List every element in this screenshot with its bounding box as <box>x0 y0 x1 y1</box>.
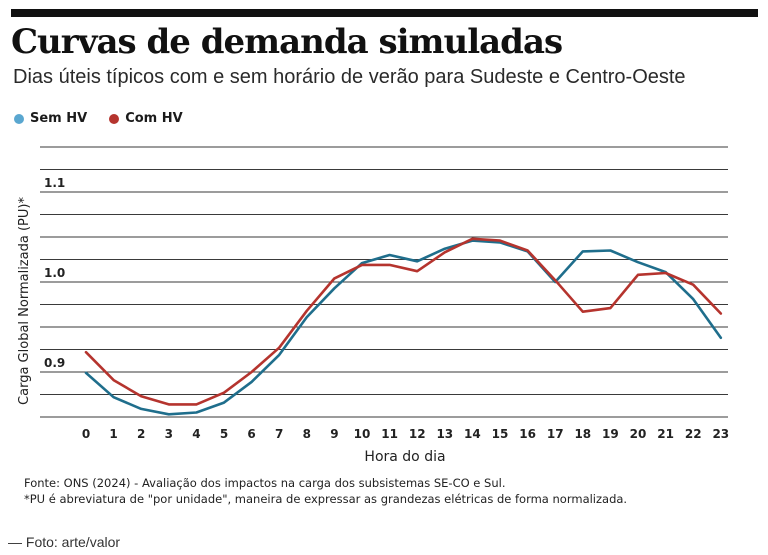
legend-dot-com-hv <box>109 113 120 124</box>
x-tick-label: 0 <box>82 427 90 441</box>
x-tick-label: 20 <box>630 427 647 441</box>
legend-label-sem-hv: Sem HV <box>30 111 88 126</box>
x-tick-label: 3 <box>165 427 173 441</box>
x-tick-labels: 0 1 2 3 4 5 6 7 8 9 10 11 12 13 14 15 16 17 18 19 20 21 22 23 <box>82 427 729 441</box>
chart-subtitle: Dias úteis típicos com e sem horário de … <box>13 66 686 88</box>
y-tick-label: 1.1 <box>44 176 65 190</box>
chart-title: Curvas de demanda simuladas <box>11 22 563 62</box>
y-tick-labels: 0.9 1.0 1.1 <box>44 176 65 370</box>
legend-item-com-hv: Com HV <box>109 111 183 126</box>
x-tick-label: 22 <box>685 427 702 441</box>
x-tick-label: 8 <box>303 427 311 441</box>
source-note: Fonte: ONS (2024) - Avaliação dos impact… <box>24 476 506 490</box>
x-tick-label: 19 <box>602 427 619 441</box>
x-tick-label: 18 <box>574 427 591 441</box>
series-lines <box>84 237 723 416</box>
x-tick-label: 13 <box>436 427 453 441</box>
x-tick-label: 23 <box>712 427 729 441</box>
y-tick-label: 1.0 <box>44 266 65 280</box>
legend-item-sem-hv: Sem HV <box>14 111 87 126</box>
top-rule <box>11 9 758 17</box>
x-tick-label: 14 <box>464 427 481 441</box>
series-line-sem-hv <box>84 239 723 416</box>
x-axis-label: Hora do dia <box>364 449 445 465</box>
x-tick-label: 6 <box>247 427 255 441</box>
x-tick-label: 16 <box>519 427 536 441</box>
pu-footnote: *PU é abreviatura de "por unidade", mane… <box>24 492 628 506</box>
x-tick-label: 17 <box>547 427 564 441</box>
x-tick-label: 15 <box>492 427 509 441</box>
series-line-com-hv <box>84 237 723 406</box>
y-tick-label: 0.9 <box>44 356 65 370</box>
x-tick-label: 12 <box>409 427 426 441</box>
x-tick-label: 2 <box>137 427 145 441</box>
y-axis-label: Carga Global Normalizada (PU)* <box>17 197 32 405</box>
x-tick-label: 21 <box>657 427 674 441</box>
x-tick-label: 5 <box>220 427 228 441</box>
legend-label-com-hv: Com HV <box>125 111 183 126</box>
x-tick-label: 9 <box>330 427 338 441</box>
gridlines <box>40 146 728 418</box>
x-tick-label: 10 <box>354 427 371 441</box>
legend: Sem HV Com HV <box>14 111 183 126</box>
legend-dot-sem-hv <box>14 113 24 124</box>
x-tick-label: 11 <box>381 427 398 441</box>
photo-credit: — Foto: arte/valor <box>8 534 121 550</box>
line-chart: 0.91.01.1 0 1 2 3 4 5 6 7 8 9 10 11 12 13 14 15 16 17 18 19… <box>17 146 729 465</box>
x-tick-label: 1 <box>109 427 117 441</box>
x-tick-label: 4 <box>192 427 200 441</box>
x-tick-label: 7 <box>275 427 283 441</box>
